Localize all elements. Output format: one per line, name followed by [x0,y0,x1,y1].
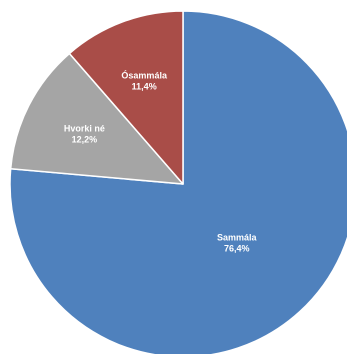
slice-label-sammala: Sammála [217,233,258,243]
slice-label-hvorki-ne: Hvorki né [64,124,105,134]
slice-value-hvorki-ne: 12,2% [72,135,98,145]
pie-slice-osammala [68,10,184,185]
slice-value-sammala: 76,4% [224,244,250,254]
slice-label-osammala: Ósammála [121,69,168,80]
pie-slice-sammala [9,10,347,354]
slice-value-osammala: 11,4% [132,81,157,91]
pie-slice-hvorki-ne [9,52,184,185]
